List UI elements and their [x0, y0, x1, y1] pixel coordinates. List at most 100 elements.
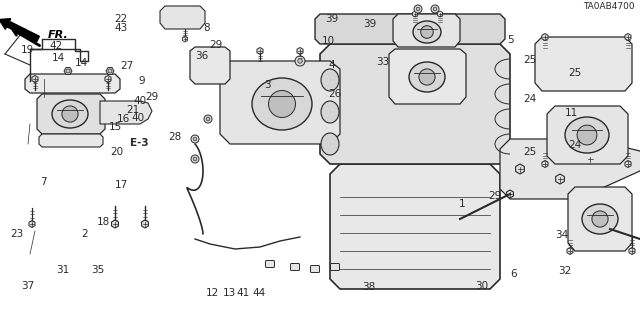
Polygon shape	[625, 160, 631, 167]
Polygon shape	[556, 174, 564, 184]
Text: 7: 7	[40, 177, 47, 188]
Polygon shape	[182, 36, 188, 42]
Circle shape	[108, 69, 112, 73]
Text: 25: 25	[568, 68, 581, 78]
Text: 3: 3	[264, 80, 271, 91]
Circle shape	[416, 7, 420, 11]
Circle shape	[269, 91, 296, 117]
Polygon shape	[25, 74, 120, 93]
Polygon shape	[535, 37, 632, 91]
FancyArrow shape	[0, 19, 39, 42]
Text: 32: 32	[559, 265, 572, 276]
Polygon shape	[297, 48, 303, 55]
Text: 16: 16	[117, 114, 130, 124]
Text: 24: 24	[524, 94, 536, 104]
Polygon shape	[547, 106, 628, 164]
Text: 29: 29	[488, 191, 501, 201]
Text: 40: 40	[133, 96, 146, 107]
Text: 24: 24	[568, 140, 581, 150]
Circle shape	[193, 137, 197, 141]
Text: 27: 27	[120, 61, 133, 71]
Polygon shape	[500, 139, 640, 199]
Polygon shape	[506, 190, 513, 198]
Polygon shape	[32, 76, 38, 83]
Text: 34: 34	[556, 230, 568, 241]
Polygon shape	[64, 68, 72, 74]
Text: 14: 14	[52, 53, 65, 63]
Text: 6: 6	[511, 269, 517, 279]
Polygon shape	[100, 101, 152, 124]
Text: E-3: E-3	[129, 138, 148, 148]
Circle shape	[193, 157, 197, 161]
Text: 22: 22	[115, 13, 127, 24]
Text: 36: 36	[196, 51, 209, 61]
Text: 28: 28	[169, 132, 182, 142]
Text: 42: 42	[50, 41, 63, 51]
Text: 4: 4	[328, 60, 335, 70]
Polygon shape	[625, 33, 631, 41]
Circle shape	[191, 135, 199, 143]
Text: 26: 26	[328, 89, 341, 99]
Polygon shape	[568, 187, 632, 251]
Text: 14: 14	[76, 58, 88, 68]
Circle shape	[592, 211, 608, 227]
Text: 40: 40	[132, 113, 145, 123]
Text: 8: 8	[203, 23, 209, 33]
Circle shape	[414, 5, 422, 13]
Text: 37: 37	[22, 280, 35, 291]
Ellipse shape	[321, 101, 339, 123]
Polygon shape	[106, 68, 114, 74]
Text: 43: 43	[115, 23, 127, 33]
Polygon shape	[39, 134, 103, 147]
Circle shape	[62, 106, 78, 122]
Text: 15: 15	[109, 122, 122, 132]
Text: 39: 39	[325, 14, 338, 24]
Circle shape	[191, 155, 199, 163]
Polygon shape	[437, 11, 443, 17]
Text: 25: 25	[524, 55, 536, 65]
Text: 18: 18	[97, 217, 110, 227]
FancyBboxPatch shape	[266, 261, 275, 268]
Text: 25: 25	[524, 147, 536, 158]
Polygon shape	[257, 48, 263, 55]
Circle shape	[66, 69, 70, 73]
Polygon shape	[141, 220, 148, 228]
Text: 23: 23	[11, 229, 24, 240]
Polygon shape	[629, 248, 635, 255]
Polygon shape	[315, 14, 505, 44]
Circle shape	[204, 115, 212, 123]
Text: 31: 31	[56, 264, 69, 275]
Ellipse shape	[409, 62, 445, 92]
Text: 13: 13	[223, 288, 236, 299]
Text: 29: 29	[210, 40, 223, 50]
Ellipse shape	[321, 133, 339, 155]
Polygon shape	[542, 33, 548, 41]
Polygon shape	[586, 154, 595, 164]
Text: 19: 19	[21, 45, 34, 55]
Text: 39: 39	[364, 19, 376, 29]
Text: 20: 20	[111, 147, 124, 158]
Text: 29: 29	[146, 92, 159, 102]
Text: 2: 2	[81, 229, 88, 240]
Text: 44: 44	[253, 288, 266, 299]
Text: 35: 35	[92, 264, 104, 275]
Text: 12: 12	[206, 288, 219, 299]
Ellipse shape	[582, 204, 618, 234]
Text: 30: 30	[475, 280, 488, 291]
Polygon shape	[220, 61, 340, 144]
Circle shape	[431, 5, 439, 13]
Polygon shape	[412, 11, 417, 17]
Text: 38: 38	[362, 282, 375, 292]
Circle shape	[577, 125, 597, 145]
Polygon shape	[330, 164, 500, 289]
Polygon shape	[542, 160, 548, 167]
Text: 10: 10	[322, 36, 335, 47]
Circle shape	[420, 26, 433, 38]
Text: 33: 33	[376, 56, 389, 67]
Polygon shape	[320, 44, 510, 164]
Text: 1: 1	[459, 199, 465, 209]
Polygon shape	[190, 47, 230, 84]
Circle shape	[295, 56, 305, 66]
Circle shape	[298, 59, 302, 63]
Polygon shape	[29, 220, 35, 227]
